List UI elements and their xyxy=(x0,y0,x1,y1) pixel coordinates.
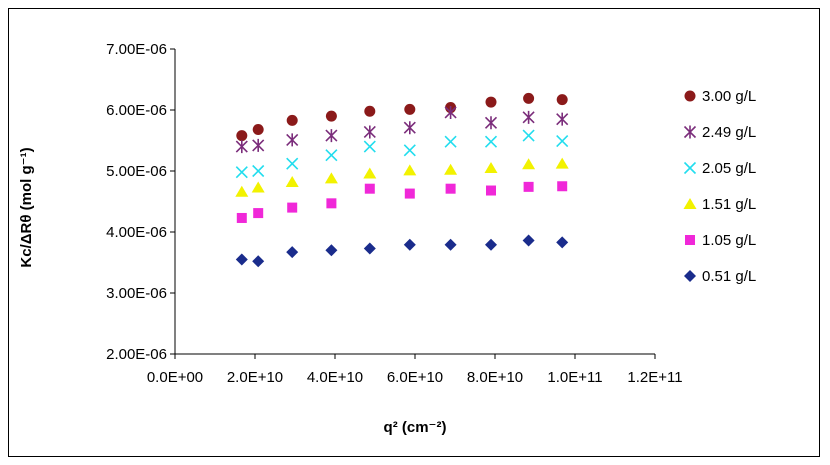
data-point xyxy=(485,238,497,251)
y-tick-label: 2.00E-06 xyxy=(106,346,167,363)
data-point xyxy=(325,110,337,122)
data-point xyxy=(236,212,247,223)
data-point xyxy=(522,234,535,247)
legend-label: 2.05 g/L xyxy=(702,160,756,177)
data-point xyxy=(523,92,535,104)
x-tick-label: 1.0E+11 xyxy=(547,369,602,386)
legend-marker xyxy=(683,198,697,209)
data-point xyxy=(252,138,265,152)
x-tick-label: 0.0E+00 xyxy=(147,369,203,386)
data-point xyxy=(556,94,568,106)
data-point xyxy=(522,110,535,124)
data-point xyxy=(555,157,569,169)
data-point xyxy=(252,124,264,136)
data-point xyxy=(235,185,249,197)
data-point xyxy=(363,140,376,153)
data-point xyxy=(404,103,416,115)
data-point xyxy=(522,129,535,142)
data-point xyxy=(285,175,299,187)
legend-label: 1.51 g/L xyxy=(702,196,756,213)
x-tick-label: 2.0E+10 xyxy=(227,369,283,386)
data-point xyxy=(556,135,569,148)
legend-marker xyxy=(683,161,697,175)
data-point xyxy=(364,105,376,117)
legend-marker xyxy=(685,235,695,245)
data-point xyxy=(523,181,534,192)
data-point xyxy=(235,140,248,154)
data-point xyxy=(235,166,248,179)
data-point xyxy=(522,158,536,170)
axes xyxy=(170,48,656,359)
data-point xyxy=(444,238,457,251)
data-point xyxy=(286,114,298,126)
data-point xyxy=(252,255,265,268)
legend-label: 2.49 g/L xyxy=(702,124,756,141)
data-point xyxy=(363,242,376,255)
data-point xyxy=(326,198,337,209)
data-point xyxy=(252,164,265,178)
data-point xyxy=(403,164,417,176)
data-point xyxy=(444,135,457,148)
data-point xyxy=(484,116,498,130)
y-tick-label: 4.00E-06 xyxy=(106,224,167,241)
data-point xyxy=(363,167,377,179)
data-point xyxy=(324,172,338,184)
x-axis-label: q² (cm⁻²) xyxy=(384,419,447,436)
data-point xyxy=(403,121,416,135)
x-tick-labels: 0.0E+00 2.0E+10 4.0E+10 6.0E+10 8.0E+10 1.0E+… xyxy=(147,369,683,386)
data-point xyxy=(251,181,265,193)
data-point xyxy=(556,112,569,126)
data-point xyxy=(363,125,376,139)
data-point xyxy=(325,149,338,162)
data-point xyxy=(286,246,299,259)
x-tick-label: 4.0E+10 xyxy=(307,369,363,386)
data-point xyxy=(286,133,299,147)
data-point xyxy=(236,130,248,142)
y-tick-label: 5.00E-06 xyxy=(106,163,167,180)
data-point xyxy=(445,183,456,194)
data-point xyxy=(364,183,375,194)
data-point xyxy=(325,244,338,257)
legend-label: 3.00 g/L xyxy=(702,88,756,105)
x-tick-label: 8.0E+10 xyxy=(467,369,523,386)
legend-marker xyxy=(683,125,697,139)
data-point xyxy=(556,236,569,249)
data-point xyxy=(486,185,496,196)
y-axis-label: Kc/ΔRθ (mol g⁻¹) xyxy=(18,147,35,267)
data-point xyxy=(403,144,416,157)
y-tick-label: 3.00E-06 xyxy=(106,285,167,302)
y-tick-label: 7.00E-06 xyxy=(106,41,167,58)
y-tick-label: 6.00E-06 xyxy=(106,102,167,119)
data-point xyxy=(253,208,264,219)
data-point xyxy=(444,163,458,175)
scatter-chart: 0.0E+00 2.0E+10 4.0E+10 6.0E+10 8.0E+10 1.0E+… xyxy=(18,41,756,436)
data-point xyxy=(287,202,298,213)
data-point xyxy=(485,96,497,108)
data-point xyxy=(325,129,338,143)
legend-label: 1.05 g/L xyxy=(702,232,756,249)
x-tick-label: 6.0E+10 xyxy=(387,369,443,386)
data-point xyxy=(444,105,457,119)
data-point xyxy=(404,188,415,199)
data-point xyxy=(235,253,248,266)
data-point xyxy=(286,157,299,170)
data-point xyxy=(403,238,416,251)
legend: 3.00 g/L 2.49 g/L 2.05 g/L 1.51 g/L 1.05 g/L… xyxy=(683,88,756,285)
legend-marker xyxy=(684,270,696,282)
data-point xyxy=(484,161,498,173)
data-point xyxy=(557,181,568,192)
x-tick-label: 1.2E+11 xyxy=(627,369,682,386)
data-points xyxy=(235,92,569,268)
data-point xyxy=(484,135,498,148)
legend-label: 0.51 g/L xyxy=(702,268,756,285)
y-tick-labels: 2.00E-06 3.00E-06 4.00E-06 5.00E-06 6.00E-06… xyxy=(106,41,167,363)
legend-marker xyxy=(684,90,696,102)
chart-frame: 0.0E+00 2.0E+10 4.0E+10 6.0E+10 8.0E+10 1.0E+… xyxy=(8,8,820,457)
